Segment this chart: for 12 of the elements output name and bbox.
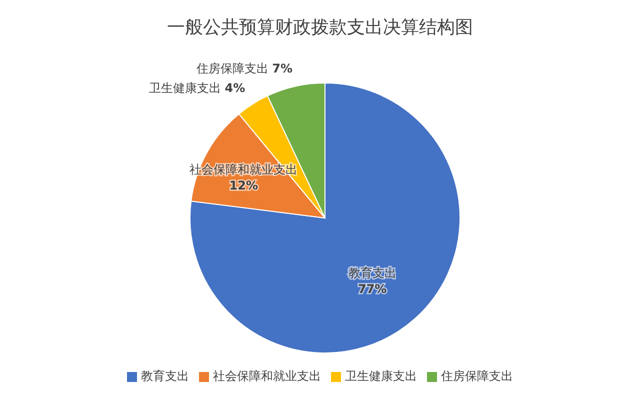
slice-label: 住房保障支出 xyxy=(196,62,268,76)
chart-title: 一般公共预算财政拨款支出决算结构图 xyxy=(166,16,474,40)
legend-label: 住房保障支出 xyxy=(441,368,513,385)
data-label: 7% xyxy=(272,62,292,76)
data-label: 12% xyxy=(229,178,258,193)
slice-label: 教育支出 xyxy=(348,266,396,280)
legend-label: 卫生健康支出 xyxy=(345,368,417,385)
data-label: 77% xyxy=(358,282,387,296)
slice-label: 卫生健康支出 xyxy=(148,81,221,96)
legend-label: 社会保障和就业支出 xyxy=(213,368,321,385)
legend-label: 教育支出 xyxy=(141,368,189,385)
data-label: 4% xyxy=(224,81,246,96)
